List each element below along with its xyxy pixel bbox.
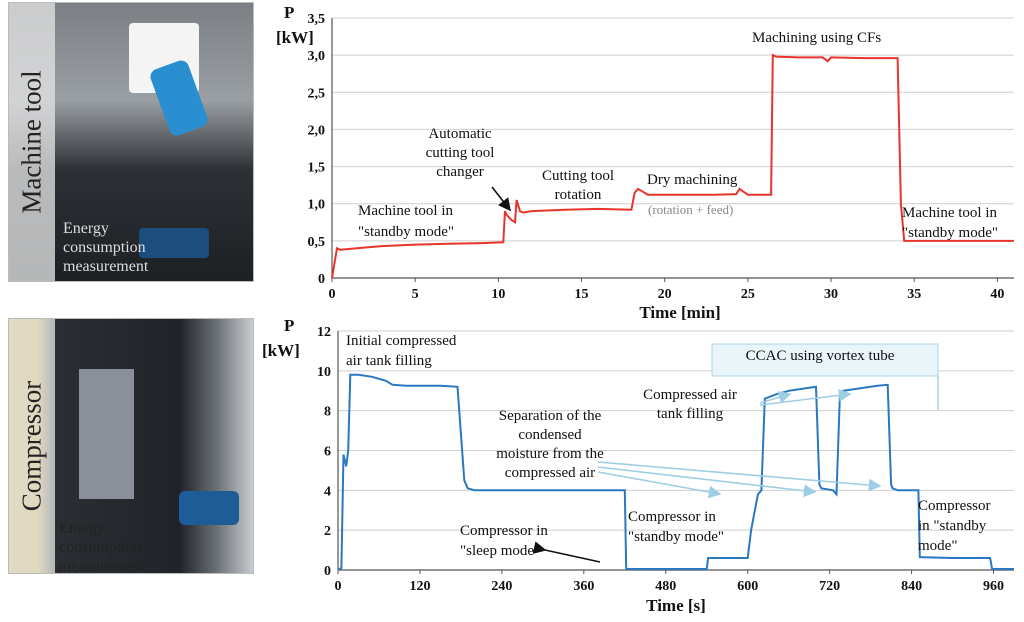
machine-tool-power-chart: 0 0,5 1,0 1,5 2,0 2,5 3,0 3,5 0 5 10 15 20 25 30 35 40 Ti…: [276, 3, 1014, 322]
annotation-text: rotation: [555, 187, 602, 203]
x-tick-label: 15: [575, 287, 589, 302]
x-tick-label: 240: [491, 579, 512, 594]
x-tick-label: 20: [658, 287, 672, 302]
annotation-text: "standby mode": [902, 225, 998, 241]
annotation-text: tank filling: [657, 406, 724, 422]
annotation-text: moisture from the: [496, 446, 604, 462]
y-tick-label: 6: [324, 445, 331, 460]
y-axis-label: P: [284, 316, 294, 335]
y-tick-label: 1,0: [308, 198, 326, 213]
annotation-text: "standby mode": [628, 529, 724, 545]
annotation-text: Compressor in: [460, 523, 548, 539]
annotation-text: compressed air: [505, 465, 595, 481]
y-tick-label: 2,0: [308, 123, 326, 138]
annotation-text: CCAC using vortex tube: [746, 348, 895, 364]
y-tick-label: 2: [324, 524, 331, 539]
x-tick-label: 600: [737, 579, 758, 594]
annotation-text: air tank filling: [346, 353, 432, 369]
x-tick-label: 40: [990, 287, 1004, 302]
y-axis-label: [kW]: [262, 341, 300, 360]
annotation-text: Compressed air: [643, 387, 737, 403]
x-tick-label: 720: [819, 579, 840, 594]
y-tick-label: 8: [324, 405, 331, 420]
y-tick-label: 10: [317, 365, 331, 380]
y-tick-label: 0: [318, 272, 325, 287]
x-tick-label: 0: [335, 579, 342, 594]
annotation-text: Dry machining: [647, 172, 738, 188]
y-axis-label: P: [284, 3, 294, 22]
x-tick-label: 120: [409, 579, 430, 594]
annotation-text: in "standby: [918, 518, 987, 534]
y-axis-label: [kW]: [276, 28, 314, 47]
x-tick-label: 25: [741, 287, 755, 302]
y-tick-label: 0,5: [308, 235, 326, 250]
y-tick-label: 3,5: [308, 12, 326, 27]
x-tick-label: 840: [901, 579, 922, 594]
x-tick-label: 35: [907, 287, 921, 302]
x-tick-label: 480: [655, 579, 676, 594]
annotation-text: Initial compressed: [346, 333, 457, 349]
annotation-text: Machine tool in: [902, 205, 997, 221]
y-tick-label: 4: [324, 484, 331, 499]
y-tick-label: 2,5: [308, 86, 326, 101]
annotation-text: (rotation + feed): [648, 202, 733, 217]
annotation-text: changer: [436, 164, 483, 180]
annotation-arrow: [492, 187, 510, 210]
x-tick-label: 30: [824, 287, 838, 302]
annotation-text: condensed: [518, 427, 582, 443]
y-tick-label: 12: [317, 325, 331, 340]
annotation-text: mode": [918, 538, 957, 554]
annotation-text: Automatic: [428, 126, 492, 142]
annotation-arrow: [545, 550, 600, 562]
annotation-text: Cutting tool: [542, 168, 614, 184]
x-tick-label: 10: [491, 287, 505, 302]
x-tick-label: 360: [573, 579, 594, 594]
x-tick-label: 5: [412, 287, 419, 302]
y-tick-label: 1,5: [308, 161, 326, 176]
annotation-text: "standby mode": [358, 224, 454, 240]
x-tick-label: 0: [329, 287, 336, 302]
y-tick-label: 0: [324, 564, 331, 579]
x-tick-label: 960: [983, 579, 1004, 594]
x-axis-label: Time [s]: [646, 596, 706, 615]
x-axis-label: Time [min]: [639, 303, 720, 322]
annotation-text: Separation of the: [499, 408, 602, 424]
y-tick-label: 3,0: [308, 49, 326, 64]
annotation-text: "sleep mode": [460, 543, 540, 559]
annotation-text: Machining using CFs: [752, 30, 881, 46]
annotation-text: Compressor: [918, 498, 991, 514]
annotation-text: Compressor in: [628, 509, 716, 525]
annotation-text: Machine tool in: [358, 203, 453, 219]
annotation-text: cutting tool: [426, 145, 495, 161]
